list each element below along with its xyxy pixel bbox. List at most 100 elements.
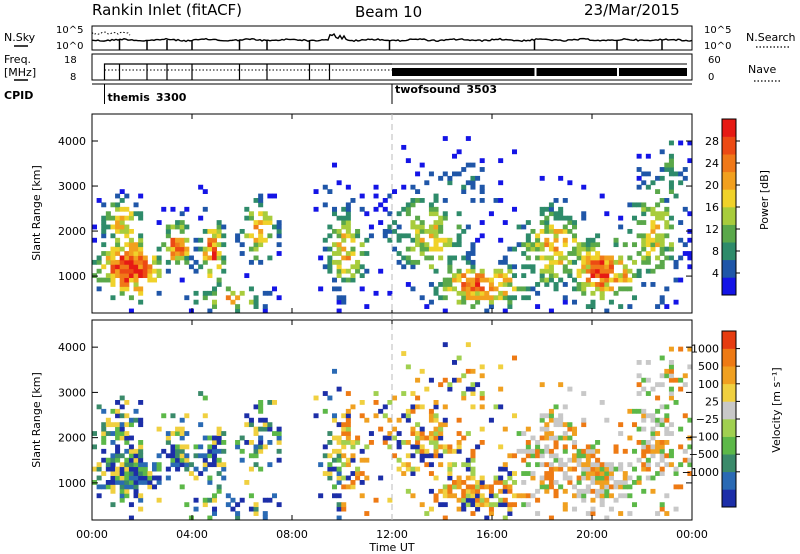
velocity-cell <box>253 453 259 459</box>
power-cell <box>235 237 241 243</box>
velocity-cell <box>170 462 176 468</box>
power-cell <box>442 237 448 243</box>
power-cell <box>124 282 130 287</box>
velocity-cell <box>595 493 601 499</box>
velocity-cell <box>498 480 504 485</box>
velocity-cell <box>216 435 222 441</box>
velocity-cell <box>613 448 619 454</box>
power-cell <box>585 242 591 248</box>
power-cell <box>128 215 134 221</box>
nave-tick-bottom: 0 <box>708 72 714 83</box>
power-cell <box>276 242 282 248</box>
power-cell <box>548 246 554 252</box>
velocity-cell <box>678 386 684 392</box>
power-cell <box>544 215 550 221</box>
velocity-cell <box>530 471 536 476</box>
power-cell <box>378 220 384 225</box>
power-cell <box>350 246 356 252</box>
velocity-cell <box>428 435 434 441</box>
velocity-cell <box>368 440 374 445</box>
power-cell <box>470 277 476 283</box>
velocity-cell <box>212 493 218 499</box>
velocity-cell <box>668 368 674 374</box>
velocity-cell <box>599 484 605 490</box>
velocity-cell <box>202 395 208 401</box>
power-cell <box>507 295 513 301</box>
power-cell <box>92 224 98 230</box>
velocity-cell <box>479 364 485 370</box>
velocity-cell <box>438 435 444 441</box>
velocity-cell <box>96 475 102 481</box>
velocity-cell <box>599 475 605 481</box>
power-cell <box>175 224 181 230</box>
velocity-cell <box>498 475 504 481</box>
velocity-cell <box>645 360 651 365</box>
velocity-cell <box>138 475 144 481</box>
freq-series <box>103 63 392 80</box>
colorbar-swatch <box>722 454 736 473</box>
power-cell <box>138 264 144 270</box>
power-cell <box>525 295 531 301</box>
velocity-cell <box>659 506 665 512</box>
power-cell <box>382 198 388 203</box>
power-cell <box>396 237 402 243</box>
power-cell <box>498 273 504 279</box>
velocity-cell <box>682 373 688 379</box>
velocity-cell <box>479 426 485 432</box>
power-cell <box>465 290 471 296</box>
velocity-cell <box>175 448 181 454</box>
freq-frame <box>91 53 693 81</box>
power-cell <box>415 233 421 239</box>
power-cell <box>239 290 245 296</box>
x-tick-label: 20:00 <box>576 528 608 541</box>
velocity-cell <box>539 484 545 490</box>
velocity-cell <box>618 431 624 436</box>
power-cell <box>230 290 236 296</box>
power-cell <box>470 180 476 186</box>
velocity-cell <box>659 457 665 463</box>
velocity-cell <box>650 431 656 436</box>
velocity-cell <box>179 431 185 436</box>
power-cell <box>110 264 116 270</box>
velocity-cell <box>225 502 231 508</box>
power-cell <box>253 242 259 248</box>
velocity-cell <box>341 444 347 450</box>
power-cell <box>115 246 121 252</box>
velocity-cell <box>645 462 651 468</box>
power-cell <box>650 282 656 287</box>
velocity-cell <box>544 435 550 441</box>
power-cell <box>110 202 116 208</box>
power-cell <box>405 259 411 265</box>
power-cell <box>198 237 204 243</box>
power-cell <box>553 286 559 292</box>
velocity-cell <box>138 417 144 423</box>
power-cell <box>207 242 213 248</box>
power-cell <box>650 180 656 186</box>
velocity-cell <box>350 453 356 459</box>
freq-traces <box>103 63 687 80</box>
power-cell <box>124 233 130 239</box>
power-cell <box>175 220 181 225</box>
velocity-cell <box>115 480 121 485</box>
velocity-cell <box>115 413 121 419</box>
velocity-cell <box>507 475 513 481</box>
power-cell <box>599 259 605 265</box>
power-cell <box>641 202 647 208</box>
power-cell <box>115 268 121 274</box>
velocity-cell <box>442 488 448 494</box>
power-cell <box>668 158 674 164</box>
power-cell <box>216 264 222 270</box>
freq-tick-bottom: 8 <box>70 72 76 83</box>
velocity-cell <box>553 444 559 450</box>
y-tick-label: 1000 <box>58 477 86 490</box>
velocity-cell <box>124 484 130 490</box>
power-cell <box>632 273 638 279</box>
power-cell <box>641 211 647 217</box>
velocity-cell <box>225 493 231 499</box>
power-cell <box>558 206 564 212</box>
power-cell <box>438 237 444 243</box>
velocity-cell <box>119 422 125 428</box>
velocity-cell <box>498 364 504 370</box>
power-cell <box>138 259 144 265</box>
velocity-cell <box>595 440 601 445</box>
